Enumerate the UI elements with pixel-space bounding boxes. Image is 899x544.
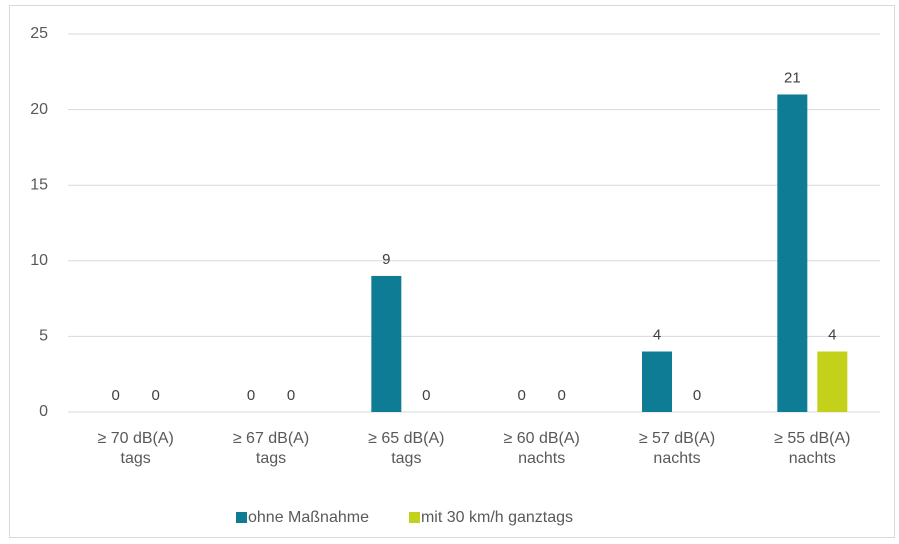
y-tick-label: 25	[30, 25, 48, 42]
y-tick-label: 0	[39, 403, 48, 420]
x-tick-label: ≥ 65 dB(A)	[368, 430, 444, 447]
data-label: 9	[382, 251, 390, 268]
x-tick-label: ≥ 70 dB(A)	[97, 430, 173, 447]
x-tick-label: nachts	[518, 450, 565, 467]
x-tick-label: ≥ 67 dB(A)	[233, 430, 309, 447]
data-label: 0	[693, 387, 701, 404]
y-tick-label: 20	[30, 101, 48, 118]
legend-label: ohne Maßnahme	[248, 509, 369, 526]
x-tick-label: tags	[256, 450, 286, 467]
x-tick-label: tags	[121, 450, 151, 467]
x-tick-label: ≥ 57 dB(A)	[639, 430, 715, 447]
y-tick-label: 5	[39, 328, 48, 345]
bar	[777, 94, 808, 412]
data-label: 0	[557, 387, 565, 404]
legend-label: mit 30 km/h ganztags	[421, 509, 573, 526]
data-label: 4	[828, 326, 836, 343]
data-label: 0	[517, 387, 525, 404]
bar	[371, 275, 402, 412]
x-tick-label: ≥ 55 dB(A)	[774, 430, 850, 447]
bar	[817, 351, 848, 412]
data-label: 0	[111, 387, 119, 404]
legend-swatch	[408, 512, 420, 523]
x-tick-label: tags	[391, 450, 421, 467]
data-label: 0	[422, 387, 430, 404]
data-label: 21	[784, 69, 801, 86]
bar	[642, 351, 672, 412]
y-tick-label: 15	[30, 176, 48, 193]
data-label: 0	[287, 387, 295, 404]
legend-swatch	[236, 512, 247, 523]
data-label: 0	[151, 387, 159, 404]
data-label: 4	[653, 326, 661, 343]
y-tick-label: 10	[30, 252, 48, 269]
data-label: 0	[247, 387, 255, 404]
chart-frame	[9, 5, 895, 538]
x-tick-label: ≥ 60 dB(A)	[503, 430, 579, 447]
x-tick-label: nachts	[653, 450, 700, 467]
x-tick-label: nachts	[789, 450, 836, 467]
